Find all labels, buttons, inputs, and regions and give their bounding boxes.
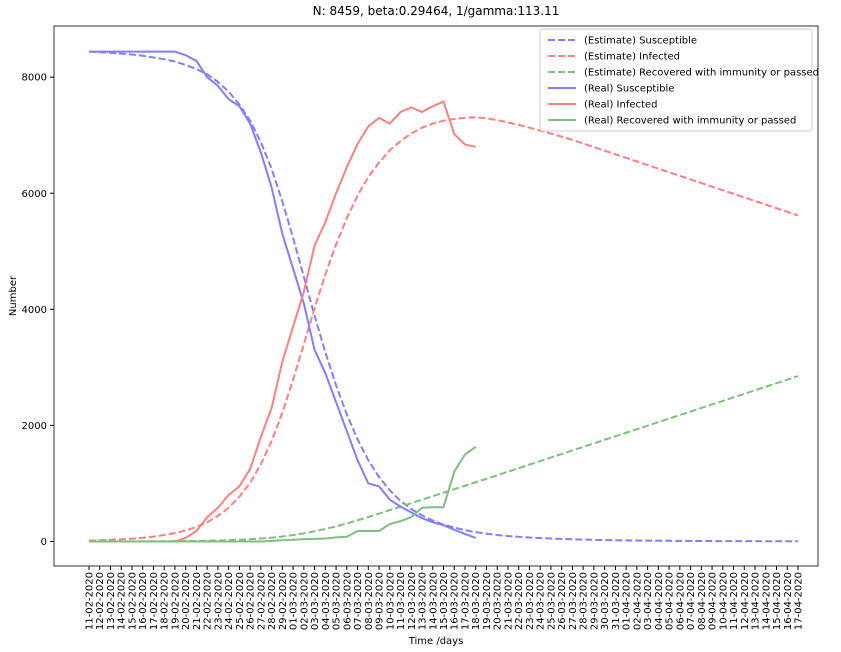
x-tick-label: 14-03-2020 xyxy=(428,572,439,630)
x-tick-label: 31-03-2020 xyxy=(611,572,622,630)
legend-box xyxy=(539,28,813,132)
x-tick-label: 29-03-2020 xyxy=(589,572,600,630)
x-tick-label: 18-03-2020 xyxy=(471,572,482,630)
x-tick-label: 26-02-2020 xyxy=(246,572,257,630)
x-tick-label: 24-02-2020 xyxy=(224,572,235,630)
x-tick-label: 11-04-2020 xyxy=(729,572,740,630)
legend-label: (Estimate) Infected xyxy=(584,52,680,63)
x-tick-label: 07-04-2020 xyxy=(686,572,697,630)
legend-label: (Real) Susceptible xyxy=(584,84,674,95)
x-tick-label: 20-03-2020 xyxy=(493,572,504,630)
x-tick-label: 13-02-2020 xyxy=(106,572,117,630)
x-tick-label: 13-04-2020 xyxy=(751,572,762,630)
y-tick-label: 4000 xyxy=(22,305,47,316)
x-tick-label: 28-02-2020 xyxy=(267,572,278,630)
x-tick-label: 02-03-2020 xyxy=(299,572,310,630)
series-line xyxy=(88,116,799,542)
x-tick-label: 20-02-2020 xyxy=(181,572,192,630)
x-tick-label: 15-02-2020 xyxy=(127,572,138,630)
y-tick-label: 6000 xyxy=(22,189,47,200)
x-tick-label: 17-03-2020 xyxy=(460,572,471,630)
x-tick-label: 24-03-2020 xyxy=(536,572,547,630)
x-tick-label: 17-02-2020 xyxy=(149,572,160,630)
x-tick-label: 23-03-2020 xyxy=(525,572,536,630)
legend-label: (Estimate) Recovered with immunity or pa… xyxy=(584,68,819,79)
legend-label: (Real) Recovered with immunity or passed xyxy=(584,116,796,127)
x-tick-label: 02-04-2020 xyxy=(632,572,643,630)
y-axis-label: Number xyxy=(8,275,19,316)
x-tick-label: 09-04-2020 xyxy=(708,572,719,630)
x-tick-label: 05-03-2020 xyxy=(332,572,343,630)
x-tick-label: 22-03-2020 xyxy=(514,572,525,630)
x-tick-label: 19-03-2020 xyxy=(482,572,493,630)
series-line xyxy=(89,375,799,543)
x-tick-label: 03-04-2020 xyxy=(643,572,654,630)
x-tick-label: 30-03-2020 xyxy=(600,572,611,630)
x-tick-label: 01-04-2020 xyxy=(622,572,633,630)
x-tick-label: 16-03-2020 xyxy=(450,572,461,630)
x-tick-label: 03-03-2020 xyxy=(310,572,321,630)
y-tick-label: 0 xyxy=(41,537,47,548)
legend-label: (Estimate) Susceptible xyxy=(584,36,697,47)
x-tick-label: 08-04-2020 xyxy=(697,572,708,630)
x-tick-label: 17-04-2020 xyxy=(794,572,805,630)
x-tick-label: 26-03-2020 xyxy=(557,572,568,630)
x-tick-label: 15-04-2020 xyxy=(772,572,783,630)
x-tick-label: 10-04-2020 xyxy=(718,572,729,630)
x-tick-label: 08-03-2020 xyxy=(364,572,375,630)
x-tick-label: 28-03-2020 xyxy=(579,572,590,630)
x-tick-label: 29-02-2020 xyxy=(278,572,289,630)
x-tick-label: 01-03-2020 xyxy=(289,572,300,630)
x-tick-label: 12-03-2020 xyxy=(407,572,418,630)
legend-label: (Real) Infected xyxy=(584,100,657,111)
series-line xyxy=(89,446,477,543)
x-axis-label: Time /days xyxy=(408,636,464,647)
x-tick-label: 12-04-2020 xyxy=(740,572,751,630)
x-tick-label: 06-03-2020 xyxy=(342,572,353,630)
x-tick-label: 10-03-2020 xyxy=(385,572,396,630)
x-tick-label: 21-03-2020 xyxy=(503,572,514,630)
x-tick-label: 15-03-2020 xyxy=(439,572,450,630)
x-tick-label: 23-02-2020 xyxy=(213,572,224,630)
x-tick-label: 25-03-2020 xyxy=(546,572,557,630)
x-tick-label: 22-02-2020 xyxy=(203,572,214,630)
x-tick-label: 27-02-2020 xyxy=(256,572,267,630)
x-tick-label: 09-03-2020 xyxy=(375,572,386,630)
x-tick-label: 11-03-2020 xyxy=(396,572,407,630)
x-tick-label: 16-02-2020 xyxy=(138,572,149,630)
x-tick-label: 07-03-2020 xyxy=(353,572,364,630)
chart-title: N: 8459, beta:0.29464, 1/gamma:113.11 xyxy=(313,4,560,18)
x-tick-label: 19-02-2020 xyxy=(170,572,181,630)
x-tick-label: 04-04-2020 xyxy=(654,572,665,630)
y-tick-label: 2000 xyxy=(22,421,47,432)
x-tick-label: 18-02-2020 xyxy=(160,572,171,630)
x-tick-label: 13-03-2020 xyxy=(418,572,429,630)
x-tick-label: 06-04-2020 xyxy=(675,572,686,630)
series-line xyxy=(89,50,477,539)
x-tick-label: 14-02-2020 xyxy=(117,572,128,630)
y-tick-label: 8000 xyxy=(22,73,47,84)
x-tick-label: 16-04-2020 xyxy=(783,572,794,630)
x-tick-label: 05-04-2020 xyxy=(665,572,676,630)
x-tick-label: 14-04-2020 xyxy=(761,572,772,630)
x-tick-label: 12-02-2020 xyxy=(95,572,106,630)
x-tick-label: 27-03-2020 xyxy=(568,572,579,630)
x-tick-label: 11-02-2020 xyxy=(85,572,96,630)
x-tick-label: 25-02-2020 xyxy=(235,572,246,630)
x-tick-label: 04-03-2020 xyxy=(321,572,332,630)
x-tick-label: 21-02-2020 xyxy=(192,572,203,630)
